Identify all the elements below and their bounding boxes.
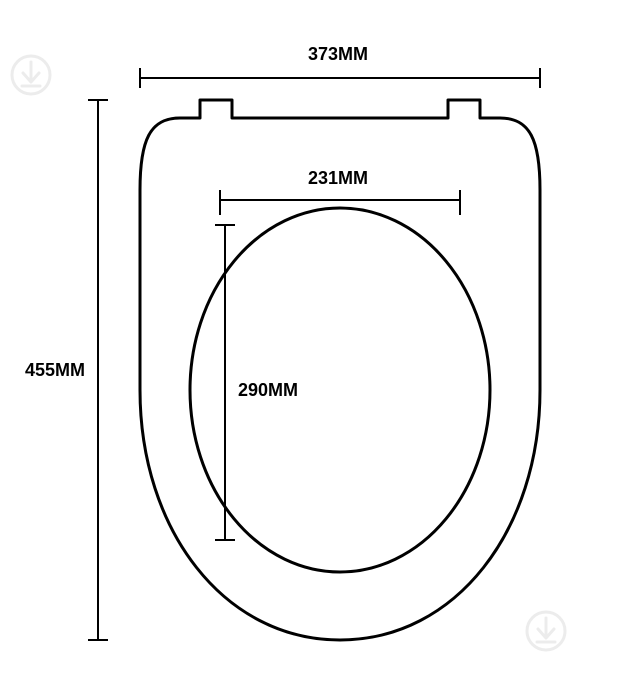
label-outer-height: 455MM (25, 360, 85, 381)
dim-line-inner-height (215, 225, 235, 540)
label-inner-height: 290MM (238, 380, 298, 401)
diagram-canvas: 373MM 455MM 231MM 290MM (0, 0, 619, 698)
label-outer-width: 373MM (308, 44, 368, 65)
dim-line-outer-width (140, 68, 540, 88)
toilet-seat-drawing (0, 0, 619, 698)
label-inner-width: 231MM (308, 168, 368, 189)
seat-inner-opening (190, 208, 490, 572)
dim-line-outer-height (88, 100, 108, 640)
dim-line-inner-width (220, 190, 460, 215)
